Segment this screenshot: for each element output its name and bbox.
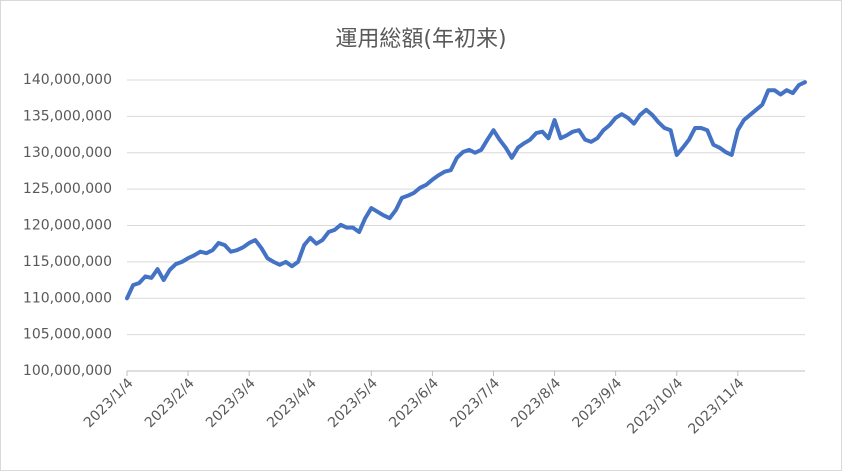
y-tick-label: 105,000,000 [23,327,112,343]
y-tick-label: 110,000,000 [23,290,112,306]
y-tick-label: 140,000,000 [23,72,112,88]
y-tick-label: 120,000,000 [23,218,112,234]
chart-title: 運用総額(年初来) [335,27,506,52]
data-line [125,80,807,301]
y-tick-label: 125,000,000 [23,181,112,197]
y-tick-label: 100,000,000 [23,363,112,379]
y-tick-label: 130,000,000 [23,145,112,161]
y-tick-label: 135,000,000 [23,108,112,124]
y-tick-label: 115,000,000 [23,254,112,270]
